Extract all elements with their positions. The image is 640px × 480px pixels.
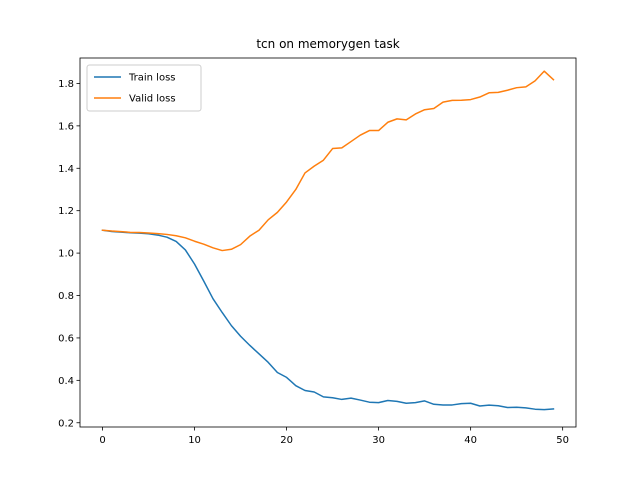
y-tick-label: 1.4: [58, 164, 74, 175]
y-tick-label: 0.4: [58, 376, 74, 387]
y-tick-label: 1.0: [58, 249, 74, 260]
y-tick-label: 1.8: [58, 79, 74, 90]
y-tick-label: 0.8: [58, 291, 74, 302]
y-tick-label: 0.6: [58, 333, 74, 344]
series-line-train-loss: [101, 229, 555, 411]
legend-label: Valid loss: [129, 94, 176, 105]
x-tick-label: 40: [464, 435, 477, 446]
x-tick-label: 0: [99, 435, 105, 446]
legend-label: Train loss: [128, 73, 176, 84]
y-tick-label: 1.6: [58, 121, 74, 132]
series-line-valid-loss: [101, 70, 555, 252]
y-tick-label: 0.2: [58, 418, 74, 429]
plot-frame: [79, 57, 577, 428]
x-tick-label: 50: [556, 435, 569, 446]
x-tick-label: 20: [280, 435, 293, 446]
y-tick-label: 1.2: [58, 206, 74, 217]
x-tick-label: 10: [188, 435, 201, 446]
x-tick-label: 30: [372, 435, 385, 446]
chart-title: tcn on memorygen task: [256, 37, 399, 51]
